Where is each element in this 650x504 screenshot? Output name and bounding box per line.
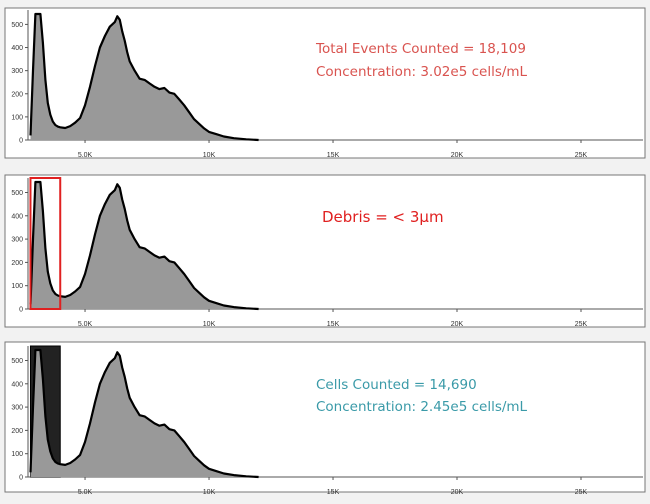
x-tick-label: 10K	[203, 152, 216, 159]
histogram-area	[30, 14, 259, 140]
x-tick-label: 20K	[451, 321, 464, 328]
y-tick-label: 100	[11, 114, 23, 121]
panel-annotation: Total Events Counted = 18,109	[315, 41, 526, 57]
panel-annotation: Cells Counted = 14,690	[316, 377, 477, 393]
y-tick-label: 400	[11, 213, 23, 220]
y-tick-label: 200	[11, 260, 23, 267]
x-tick-label: 15K	[327, 489, 340, 496]
y-tick-label: 100	[11, 451, 23, 458]
x-tick-label: 15K	[327, 152, 340, 159]
histogram-panel-1: 0 100 200 300 400 500 5.0K 10K 15K 20K 25K Total Ev…	[4, 7, 646, 159]
y-tick-label: 300	[11, 237, 23, 244]
x-tick-label: 15K	[327, 321, 340, 328]
y-tick-label: 400	[11, 45, 23, 52]
x-tick-label: 5.0K	[78, 489, 93, 496]
y-tick-label: 500	[11, 358, 23, 365]
x-tick-label: 20K	[451, 152, 464, 159]
debris-annotation: Debris = < 3µm	[322, 208, 444, 226]
y-tick-label: 0	[19, 138, 23, 145]
x-tick-label: 25K	[575, 152, 588, 159]
x-tick-label: 10K	[203, 321, 216, 328]
histogram-line	[29, 12, 259, 142]
y-tick-label: 0	[19, 475, 23, 482]
histogram-line	[29, 348, 259, 479]
y-tick-label: 500	[11, 22, 23, 29]
debris-gate-outline	[29, 177, 62, 310]
x-tick-label: 20K	[451, 489, 464, 496]
x-tick-label: 25K	[575, 321, 588, 328]
panel-annotation: Concentration: 3.02e5 cells/mL	[316, 64, 528, 80]
y-tick-label: 400	[11, 381, 23, 388]
histogram-area	[30, 182, 259, 309]
y-tick-label: 200	[11, 428, 23, 435]
y-tick-label: 300	[11, 68, 23, 75]
x-tick-label: 25K	[575, 489, 588, 496]
y-tick-label: 0	[19, 307, 23, 314]
y-tick-label: 100	[11, 283, 23, 290]
histogram-area	[30, 350, 259, 477]
y-tick-label: 500	[11, 190, 23, 197]
histogram-panel-2: 0 100 200 300 400 500 5.0K 10K 15K 20K 25K Debris =…	[4, 174, 646, 328]
y-tick-label: 300	[11, 405, 23, 412]
x-tick-label: 5.0K	[78, 321, 93, 328]
y-tick-label: 200	[11, 91, 23, 98]
histogram-line	[29, 180, 259, 311]
x-tick-label: 5.0K	[78, 152, 93, 159]
panel-annotation: Concentration: 2.45e5 cells/mL	[316, 399, 528, 415]
x-tick-label: 10K	[203, 489, 216, 496]
histogram-panel-3: 0 100 200 300 400 500 5.0K 10K 15K 20K 25K Cells Co…	[4, 341, 646, 496]
